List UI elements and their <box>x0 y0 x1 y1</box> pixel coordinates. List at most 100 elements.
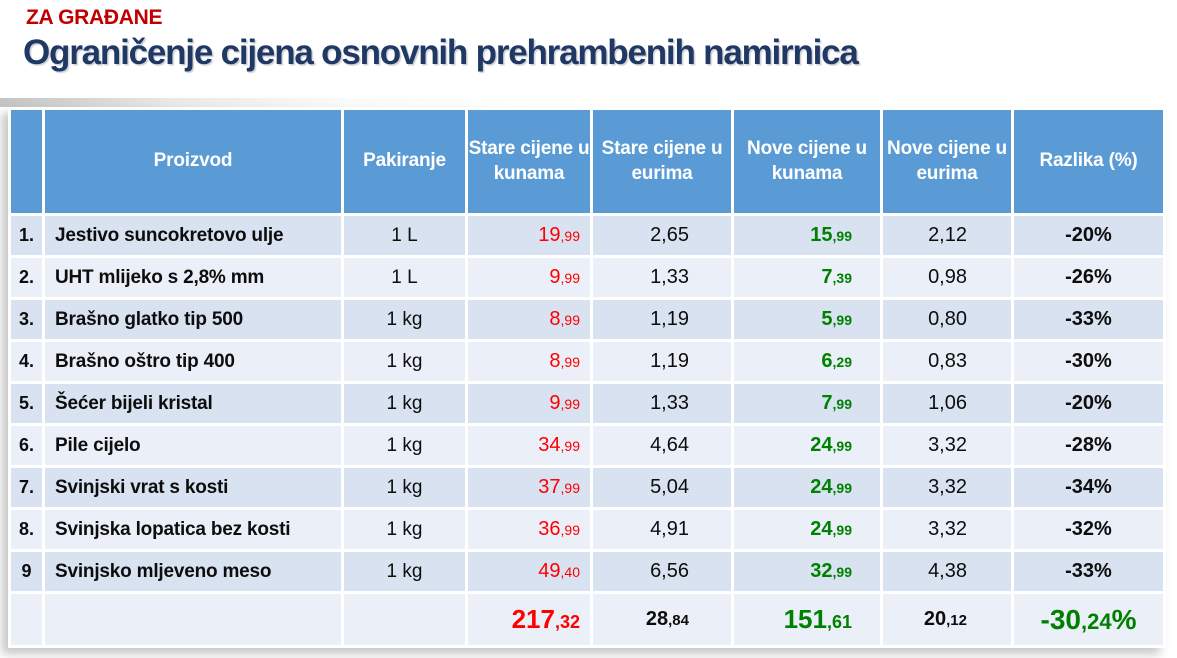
new-price-euro-cell: 4,38 <box>883 552 1011 591</box>
row-number-cell: 1. <box>11 216 42 255</box>
old-price-kuna-cell: 49,40 <box>468 552 590 591</box>
old-price-euro-cell: 2,65 <box>593 216 731 255</box>
difference-cell: -32% <box>1014 510 1163 549</box>
total-old-price-kuna-cell: 217,32 <box>468 594 590 645</box>
old-price-kuna-cell: 9,99 <box>468 258 590 297</box>
price-decimal: ,99 <box>560 396 580 412</box>
product-cell: Brašno oštro tip 400 <box>45 342 341 381</box>
table-row: 9 Svinjsko mljeveno meso 1 kg 49,40 6,56… <box>11 552 1163 591</box>
product-cell: Pile cijelo <box>45 426 341 465</box>
new-price-euro-cell: 2,12 <box>883 216 1011 255</box>
new-price-euro-cell: 1,06 <box>883 384 1011 423</box>
new-price-kuna-cell: 5,99 <box>734 300 880 339</box>
new-price-kuna-cell: 24,99 <box>734 510 880 549</box>
difference-cell: -30% <box>1014 342 1163 381</box>
product-cell: Brašno glatko tip 500 <box>45 300 341 339</box>
price-decimal: ,40 <box>560 564 580 580</box>
price-integer: 49 <box>538 560 561 582</box>
total-difference-cell: -30,24% <box>1014 594 1163 645</box>
header-number <box>11 110 42 213</box>
old-price-euro-cell: 5,04 <box>593 468 731 507</box>
price-decimal: ,99 <box>832 438 852 454</box>
header-packaging: Pakiranje <box>344 110 465 213</box>
row-number-cell: 5. <box>11 384 42 423</box>
row-number-cell: 8. <box>11 510 42 549</box>
table-row: 7. Svinjski vrat s kosti 1 kg 37,99 5,04… <box>11 468 1163 507</box>
page-title: Ograničenje cijena osnovnih prehrambenih… <box>23 33 859 72</box>
price-decimal: ,99 <box>560 270 580 286</box>
new-price-kuna-cell: 32,99 <box>734 552 880 591</box>
new-price-euro-cell: 0,83 <box>883 342 1011 381</box>
old-price-euro-cell: 1,19 <box>593 342 731 381</box>
new-price-euro-cell: 3,32 <box>883 468 1011 507</box>
price-decimal: ,99 <box>560 228 580 244</box>
old-price-euro-cell: 1,33 <box>593 258 731 297</box>
header-product: Proizvod <box>45 110 341 213</box>
table-row: 6. Pile cijelo 1 kg 34,99 4,64 24,99 3,3… <box>11 426 1163 465</box>
row-number-cell: 6. <box>11 426 42 465</box>
price-integer: 24 <box>810 476 833 498</box>
old-price-kuna-cell: 19,99 <box>468 216 590 255</box>
product-cell: UHT mlijeko s 2,8% mm <box>45 258 341 297</box>
price-decimal: ,99 <box>832 228 852 244</box>
old-price-kuna-cell: 34,99 <box>468 426 590 465</box>
kicker-title: ZA GRAĐANE <box>26 6 163 29</box>
price-decimal: ,99 <box>832 312 852 328</box>
header-old-price-euro: Stare cijene u eurima <box>593 110 731 213</box>
price-integer: 9 <box>549 392 561 414</box>
table-row: 5. Šećer bijeli kristal 1 kg 9,99 1,33 7… <box>11 384 1163 423</box>
price-integer: 6 <box>821 350 833 372</box>
table-row: 1. Jestivo suncokretovo ulje 1 L 19,99 2… <box>11 216 1163 255</box>
price-integer: 8 <box>549 350 561 372</box>
price-integer: 8 <box>549 308 561 330</box>
new-price-euro-cell: 3,32 <box>883 510 1011 549</box>
product-cell: Svinjsko mljeveno meso <box>45 552 341 591</box>
price-decimal: ,99 <box>560 438 580 454</box>
new-price-kuna-cell: 6,29 <box>734 342 880 381</box>
old-price-euro-cell: 6,56 <box>593 552 731 591</box>
new-price-euro-cell: 0,98 <box>883 258 1011 297</box>
old-price-euro-cell: 4,64 <box>593 426 731 465</box>
row-number-cell: 9 <box>11 552 42 591</box>
old-price-euro-cell: 1,19 <box>593 300 731 339</box>
old-price-kuna-cell: 8,99 <box>468 342 590 381</box>
price-decimal: ,61 <box>826 612 852 632</box>
difference-cell: -20% <box>1014 384 1163 423</box>
price-decimal: ,99 <box>560 354 580 370</box>
price-decimal: ,32 <box>554 612 580 632</box>
header-difference: Razlika (%) <box>1014 110 1163 213</box>
total-new-price-kuna-cell: 151,61 <box>734 594 880 645</box>
price-decimal: ,99 <box>832 396 852 412</box>
price-integer: 28 <box>645 608 669 630</box>
new-price-euro-cell: 3,32 <box>883 426 1011 465</box>
price-decimal: ,99 <box>560 480 580 496</box>
table-header-row: Proizvod Pakiranje Stare cijene u kunama… <box>11 110 1163 213</box>
new-price-kuna-cell: 24,99 <box>734 468 880 507</box>
price-integer: 34 <box>538 434 561 456</box>
packaging-cell: 1 kg <box>344 342 465 381</box>
top-shadow-band <box>0 98 1177 107</box>
product-cell: Šećer bijeli kristal <box>45 384 341 423</box>
price-decimal: ,39 <box>832 270 852 286</box>
percent-decimal: ,24 <box>1080 608 1112 634</box>
new-price-euro-cell: 0,80 <box>883 300 1011 339</box>
packaging-cell: 1 kg <box>344 468 465 507</box>
table-row: 3. Brašno glatko tip 500 1 kg 8,99 1,19 … <box>11 300 1163 339</box>
price-integer: 19 <box>538 224 561 246</box>
price-integer: 7 <box>821 266 833 288</box>
table-row: 8. Svinjska lopatica bez kosti 1 kg 36,9… <box>11 510 1163 549</box>
price-decimal: ,99 <box>560 312 580 328</box>
new-price-kuna-cell: 7,99 <box>734 384 880 423</box>
difference-cell: -34% <box>1014 468 1163 507</box>
row-number-cell: 3. <box>11 300 42 339</box>
table-row: 4. Brašno oštro tip 400 1 kg 8,99 1,19 6… <box>11 342 1163 381</box>
price-integer: 9 <box>549 266 561 288</box>
total-new-price-euro-cell: 20,12 <box>883 594 1011 645</box>
packaging-cell <box>344 594 465 645</box>
percent-sign: % <box>1111 603 1137 635</box>
price-decimal: ,99 <box>560 522 580 538</box>
old-price-kuna-cell: 37,99 <box>468 468 590 507</box>
price-integer: 151 <box>783 604 827 634</box>
price-decimal: ,99 <box>832 564 852 580</box>
